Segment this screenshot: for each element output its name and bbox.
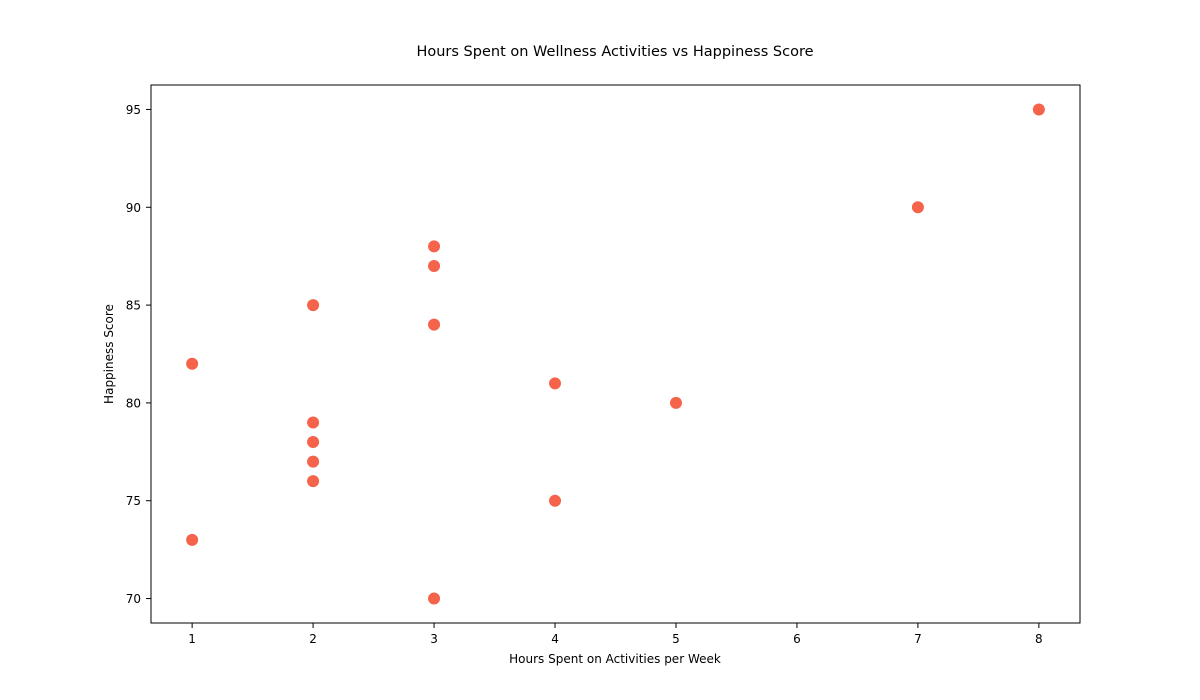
data-point bbox=[186, 533, 199, 546]
x-axis-label: Hours Spent on Activities per Week bbox=[509, 652, 721, 666]
x-tick-label: 1 bbox=[188, 632, 196, 646]
x-axis: 1 2 3 4 5 6 7 8 bbox=[188, 623, 1043, 646]
x-tick-label: 2 bbox=[309, 632, 317, 646]
plot-area-frame bbox=[150, 84, 1081, 624]
data-point bbox=[428, 259, 441, 272]
y-tick-label: 85 bbox=[126, 299, 141, 313]
x-tick-label: 4 bbox=[551, 632, 559, 646]
data-point bbox=[307, 436, 320, 449]
data-points bbox=[186, 103, 1045, 605]
data-point bbox=[428, 592, 441, 605]
y-tick-label: 95 bbox=[126, 103, 141, 117]
data-point bbox=[549, 377, 562, 390]
x-tick-label: 3 bbox=[430, 632, 438, 646]
data-point bbox=[1032, 103, 1045, 116]
data-point bbox=[911, 201, 924, 214]
data-point bbox=[186, 357, 199, 370]
x-tick-label: 8 bbox=[1035, 632, 1043, 646]
x-tick-label: 6 bbox=[793, 632, 801, 646]
data-point bbox=[428, 240, 441, 253]
data-point bbox=[307, 455, 320, 468]
x-tick-label: 7 bbox=[914, 632, 922, 646]
data-point bbox=[307, 299, 320, 312]
data-point bbox=[428, 318, 441, 331]
data-point bbox=[307, 416, 320, 429]
data-point bbox=[549, 494, 562, 507]
x-tick-label: 5 bbox=[672, 632, 680, 646]
data-point bbox=[307, 475, 320, 488]
y-axis-label: Happiness Score bbox=[102, 304, 116, 404]
y-tick-label: 80 bbox=[126, 396, 141, 410]
y-axis: 70 75 80 85 90 95 bbox=[126, 103, 151, 606]
y-tick-label: 75 bbox=[126, 494, 141, 508]
y-tick-label: 90 bbox=[126, 201, 141, 215]
data-point bbox=[669, 396, 682, 409]
y-tick-label: 70 bbox=[126, 592, 141, 606]
chart-title: Hours Spent on Wellness Activities vs Ha… bbox=[416, 44, 813, 60]
